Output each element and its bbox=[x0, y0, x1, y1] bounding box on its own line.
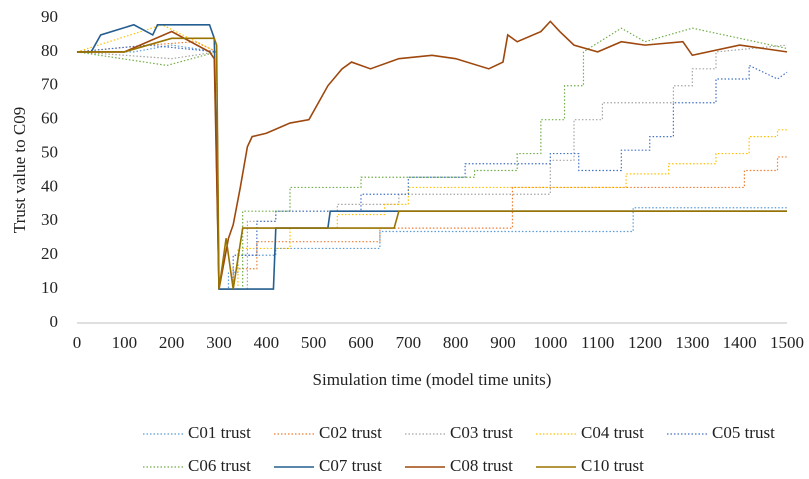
legend-label: C04 trust bbox=[581, 423, 644, 442]
series-line bbox=[76, 27, 788, 290]
legend-label: C07 trust bbox=[319, 456, 382, 475]
x-tick-label: 400 bbox=[254, 333, 280, 352]
x-tick-label: 200 bbox=[159, 333, 185, 352]
y-tick-label: 20 bbox=[41, 244, 58, 263]
y-tick-label: 60 bbox=[41, 109, 58, 128]
x-tick-label: 1500 bbox=[770, 333, 804, 352]
legend-label: C03 trust bbox=[450, 423, 513, 442]
series-line bbox=[77, 44, 787, 290]
legend-label: C01 trust bbox=[188, 423, 251, 442]
x-tick-label: 100 bbox=[112, 333, 138, 352]
y-tick-label: 10 bbox=[41, 278, 58, 297]
series-line bbox=[76, 41, 787, 290]
x-tick-label: 0 bbox=[73, 333, 82, 352]
y-tick-label: 40 bbox=[41, 176, 58, 195]
series-line bbox=[77, 20, 788, 290]
legend-label: C02 trust bbox=[319, 423, 382, 442]
x-tick-label: 900 bbox=[490, 333, 516, 352]
x-tick-label: 600 bbox=[348, 333, 374, 352]
y-tick-label: 50 bbox=[41, 142, 58, 161]
x-tick-label: 1100 bbox=[581, 333, 614, 352]
series-line bbox=[76, 44, 788, 290]
series-line bbox=[77, 23, 787, 290]
x-tick-label: 500 bbox=[301, 333, 327, 352]
x-tick-label: 1400 bbox=[723, 333, 757, 352]
y-tick-label: 30 bbox=[41, 210, 58, 229]
legend-label: C10 trust bbox=[581, 456, 644, 475]
legend-label: C06 trust bbox=[188, 456, 251, 475]
series-line bbox=[76, 44, 788, 290]
x-axis-title: Simulation time (model time units) bbox=[313, 370, 552, 389]
x-tick-label: 1000 bbox=[533, 333, 567, 352]
y-tick-label: 0 bbox=[50, 312, 59, 331]
x-tick-label: 1200 bbox=[628, 333, 662, 352]
x-tick-label: 300 bbox=[206, 333, 232, 352]
legend-label: C08 trust bbox=[450, 456, 513, 475]
legend-label: C05 trust bbox=[712, 423, 775, 442]
y-tick-label: 80 bbox=[41, 41, 58, 60]
y-tick-label: 70 bbox=[41, 75, 58, 94]
x-tick-label: 1300 bbox=[675, 333, 709, 352]
y-axis-title: Trust value to C09 bbox=[10, 107, 29, 233]
x-tick-label: 700 bbox=[396, 333, 422, 352]
series-line bbox=[77, 37, 787, 290]
x-tick-label: 800 bbox=[443, 333, 469, 352]
series-line bbox=[76, 24, 787, 290]
y-tick-label: 90 bbox=[41, 7, 58, 26]
